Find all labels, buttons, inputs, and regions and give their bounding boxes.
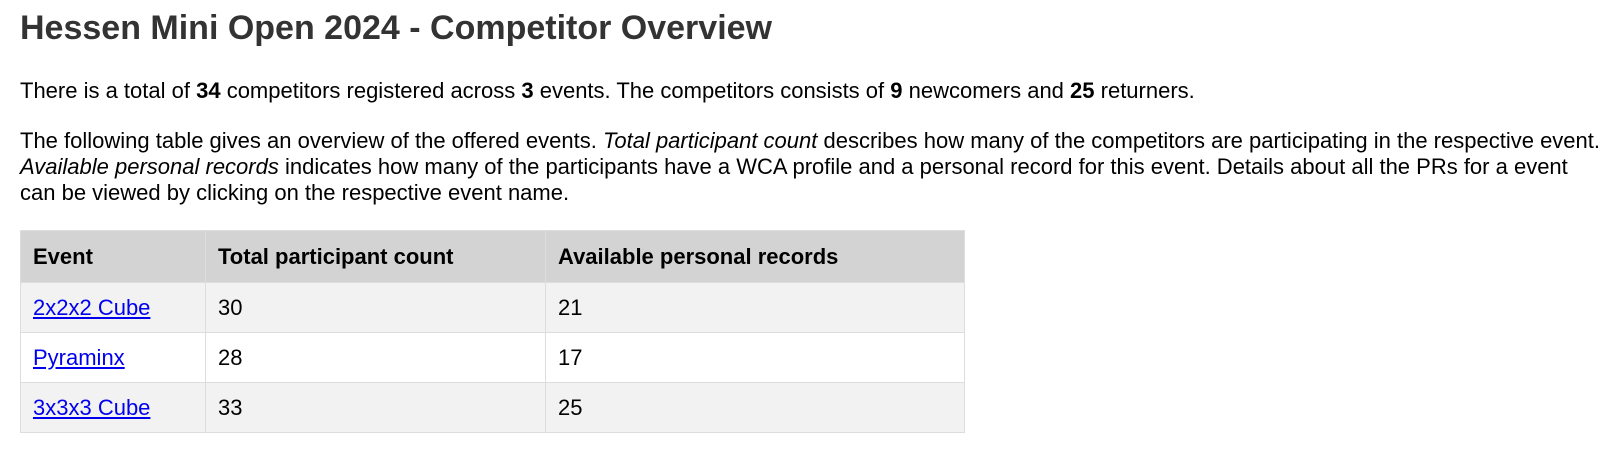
event-link-2x2x2-cube[interactable]: 2x2x2 Cube [33, 294, 151, 320]
description-term-participant-count: Total participant count [602, 128, 818, 153]
description-text-1: The following table gives an overview of… [20, 128, 603, 153]
event-count: 3 [521, 78, 534, 103]
newcomers-count: 9 [890, 78, 903, 103]
summary-text-4: newcomers and [902, 78, 1071, 103]
column-header-event: Event [20, 230, 206, 283]
description-paragraph: The following table gives an overview of… [20, 128, 1600, 206]
page-title: Hessen Mini Open 2024 - Competitor Overv… [20, 9, 773, 47]
summary-text-2: competitors registered across [220, 78, 522, 103]
table-row: Pyraminx 28 17 [20, 332, 965, 383]
event-cell: Pyraminx [20, 332, 206, 383]
event-link-pyraminx[interactable]: Pyraminx [33, 344, 125, 370]
column-header-personal-records: Available personal records [545, 230, 965, 283]
column-header-participant-count: Total participant count [205, 230, 546, 283]
participant-count-cell: 33 [205, 382, 546, 433]
event-link-3x3x3-cube[interactable]: 3x3x3 Cube [33, 394, 151, 420]
personal-records-cell: 21 [545, 282, 965, 333]
summary-paragraph: There is a total of 34 competitors regis… [20, 78, 1600, 104]
page: Hessen Mini Open 2024 - Competitor Overv… [20, 9, 1600, 433]
summary-text-1: There is a total of [20, 78, 197, 103]
summary-text-3: events. The competitors consists of [533, 78, 891, 103]
event-cell: 2x2x2 Cube [20, 282, 206, 333]
events-table: Event Total participant count Available … [20, 230, 965, 433]
personal-records-cell: 25 [545, 382, 965, 433]
participant-count-cell: 30 [205, 282, 546, 333]
table-row: 2x2x2 Cube 30 21 [20, 282, 965, 333]
description-text-2: describes how many of the competitors ar… [817, 128, 1600, 153]
total-competitors-count: 34 [196, 78, 221, 103]
summary-text-5: returners. [1094, 78, 1195, 103]
returners-count: 25 [1070, 78, 1095, 103]
participant-count-cell: 28 [205, 332, 546, 383]
personal-records-cell: 17 [545, 332, 965, 383]
event-cell: 3x3x3 Cube [20, 382, 206, 433]
table-header-row: Event Total participant count Available … [20, 230, 965, 283]
table-row: 3x3x3 Cube 33 25 [20, 382, 965, 433]
description-text-3: indicates how many of the participants h… [20, 154, 1568, 205]
description-term-personal-records: Available personal records [20, 154, 279, 179]
